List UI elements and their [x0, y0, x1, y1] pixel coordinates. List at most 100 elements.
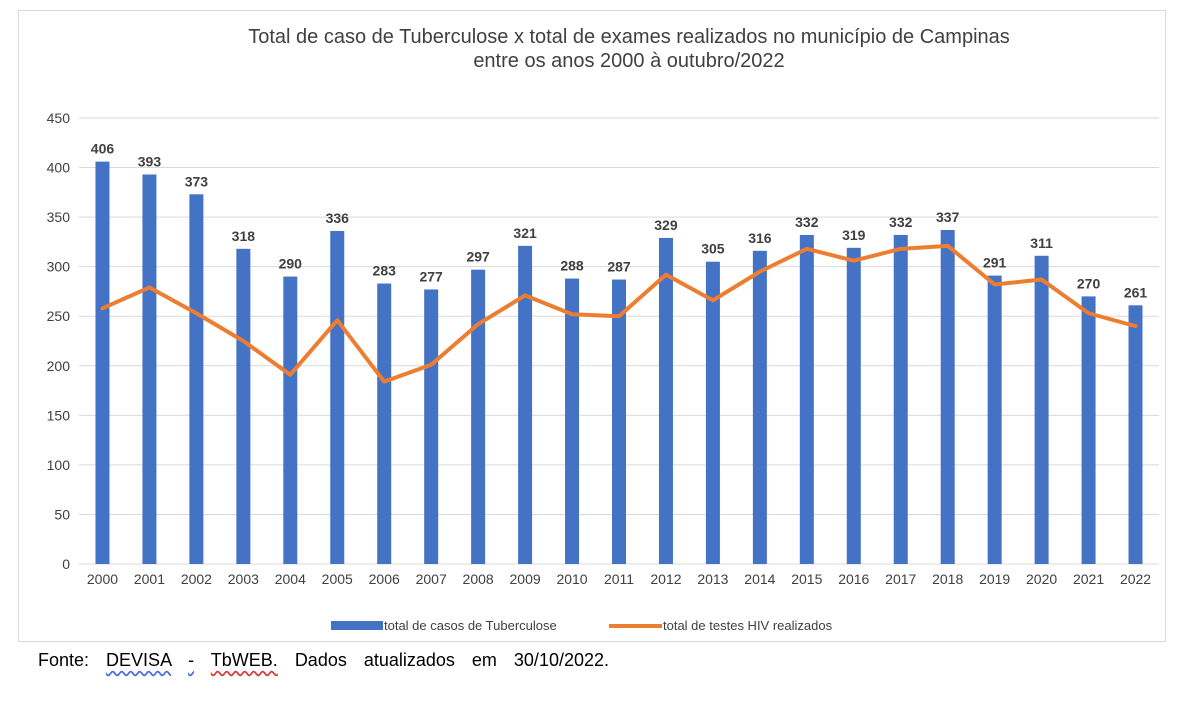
y-tick-label: 0 [62, 556, 70, 572]
x-tick-label: 2016 [838, 571, 869, 587]
source-label: Fonte: [38, 650, 90, 670]
bar [424, 289, 439, 564]
bar [987, 275, 1002, 564]
x-tick-label: 2007 [416, 571, 447, 587]
bar [658, 237, 673, 564]
x-axis-ticks: 2000 2001 2002 2003 2004 2005 2006 2007 2008 2009… [87, 571, 1151, 587]
bar [752, 250, 767, 564]
bar-value-label: 336 [326, 210, 350, 226]
x-tick-label: 2000 [87, 571, 118, 587]
x-tick-label: 2009 [510, 571, 541, 587]
x-tick-label: 2001 [134, 571, 165, 587]
x-tick-label: 2022 [1120, 571, 1151, 587]
bar-value-label: 287 [607, 259, 631, 275]
bar-value-label: 311 [1030, 235, 1053, 251]
bar [705, 261, 720, 564]
y-tick-label: 350 [47, 209, 71, 225]
bar [518, 245, 533, 564]
x-tick-label: 2013 [697, 571, 728, 587]
x-tick-label: 2003 [228, 571, 259, 587]
bar-value-label: 305 [701, 241, 725, 257]
bar-value-label: 283 [373, 263, 397, 279]
bar-value-label: 318 [232, 228, 256, 244]
bar [1081, 296, 1096, 564]
bar-value-label: 337 [936, 209, 960, 225]
bar [189, 194, 204, 564]
y-axis-ticks: 0 50 100 150 200 250 300 350 400 450 [47, 110, 71, 572]
y-tick-label: 400 [47, 160, 71, 176]
data-labels: 406 393 373 318 290 336 283 277 297 321 288 287 329 3… [91, 141, 1148, 301]
bar [846, 247, 861, 564]
bar-value-label: 261 [1124, 284, 1148, 300]
chart-svg: Total de caso de Tuberculose x total de … [47, 26, 1159, 633]
source-tbweb: TbWEB. [210, 650, 278, 670]
x-tick-label: 2002 [181, 571, 212, 587]
bar-series [95, 161, 1143, 565]
bar [893, 234, 908, 564]
x-tick-label: 2017 [885, 571, 916, 587]
x-tick-label: 2020 [1026, 571, 1057, 587]
x-tick-label: 2006 [369, 571, 400, 587]
y-tick-label: 250 [47, 308, 71, 324]
bar-value-label: 406 [91, 141, 115, 157]
bar [142, 174, 157, 564]
legend-label-bar: total de casos de Tuberculose [384, 618, 557, 633]
x-tick-label: 2014 [744, 571, 775, 587]
legend: total de casos de Tuberculose total de te… [331, 618, 833, 633]
chart-title-line: entre os anos 2000 à outubro/2022 [473, 50, 784, 72]
bar-value-label: 393 [138, 153, 162, 169]
bar [1128, 305, 1143, 564]
chart-title: Total de caso de Tuberculose x total de … [248, 26, 1010, 72]
bar-value-label: 319 [842, 227, 866, 243]
x-tick-label: 2011 [604, 571, 634, 587]
x-tick-label: 2021 [1073, 571, 1104, 587]
x-tick-label: 2004 [275, 571, 306, 587]
x-tick-label: 2012 [650, 571, 681, 587]
legend-swatch-bar [331, 621, 383, 630]
bar [1034, 255, 1049, 564]
source-note: Fonte: DEVISA - TbWEB. Dados atualizados… [38, 650, 609, 671]
y-tick-label: 300 [47, 259, 71, 275]
chart-frame: Total de caso de Tuberculose x total de … [18, 10, 1166, 642]
bar-value-label: 329 [654, 217, 678, 233]
bar [799, 234, 814, 564]
bar-value-label: 332 [889, 214, 913, 230]
bar-value-label: 291 [983, 255, 1007, 271]
bar-value-label: 297 [466, 249, 490, 265]
bar-value-label: 332 [795, 214, 819, 230]
y-tick-label: 150 [47, 407, 71, 423]
x-tick-label: 2008 [463, 571, 494, 587]
bar [612, 279, 626, 564]
y-tick-label: 450 [47, 110, 71, 126]
source-dash: - [188, 650, 195, 670]
bar [565, 278, 580, 564]
y-tick-label: 100 [47, 457, 71, 473]
bar-value-label: 373 [185, 173, 209, 189]
chart-title-line: Total de caso de Tuberculose x total de … [248, 26, 1010, 48]
x-tick-label: 2019 [979, 571, 1010, 587]
bar-value-label: 277 [419, 268, 443, 284]
bar-value-label: 321 [513, 225, 537, 241]
y-tick-label: 200 [47, 358, 71, 374]
bar [236, 248, 251, 564]
bar [330, 230, 345, 564]
bar [471, 269, 486, 564]
bar-value-label: 290 [279, 256, 303, 272]
line-path [100, 243, 1138, 384]
bar [940, 229, 955, 565]
bar-value-label: 316 [748, 230, 772, 246]
source-devisa: DEVISA [106, 650, 172, 670]
x-tick-label: 2018 [932, 571, 963, 587]
bar-value-label: 270 [1077, 275, 1101, 291]
source-update-text: Dados atualizados em 30/10/2022. [294, 650, 610, 670]
bar [377, 283, 392, 564]
bar [95, 161, 110, 564]
x-tick-label: 2010 [556, 571, 587, 587]
x-tick-label: 2005 [322, 571, 353, 587]
legend-label-line: total de testes HIV realizados [663, 618, 833, 633]
y-tick-label: 50 [54, 506, 70, 522]
x-tick-label: 2015 [791, 571, 822, 587]
bar [283, 276, 298, 564]
line-series [100, 243, 1138, 384]
bar-value-label: 288 [560, 258, 584, 274]
